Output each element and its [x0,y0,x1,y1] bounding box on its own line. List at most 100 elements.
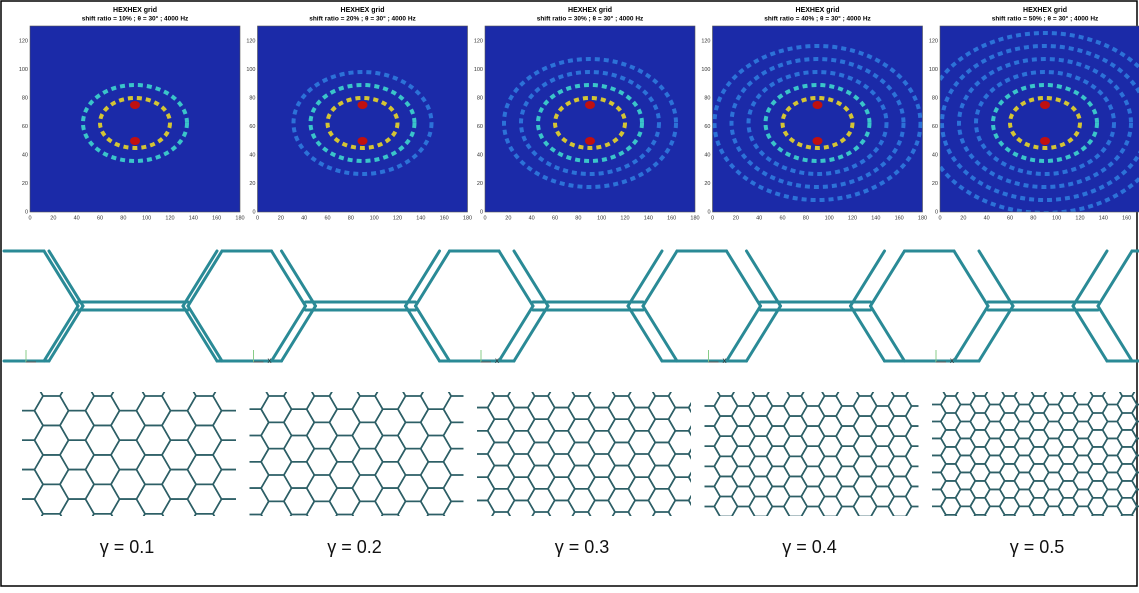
y-tick-label: 100 [701,67,710,73]
heatmap-bg [485,26,695,212]
heatmap-bg [712,26,923,212]
x-tick-label: 80 [803,215,809,221]
x-tick-label: 40 [984,215,990,221]
y-tick-label: 100 [929,67,938,73]
x-tick-label: 180 [463,215,472,221]
x-tick-label: 0 [938,215,941,221]
heatmap-bg [30,26,240,212]
wave-ring [991,83,1099,163]
y-tick-label: 80 [932,95,938,101]
heatmap [940,26,1139,212]
beam [404,249,441,308]
lattice [477,392,691,516]
y-tick-label: 120 [929,38,938,44]
beam [497,249,535,308]
hex-cell [687,425,691,437]
heatmap [485,26,695,212]
plot-frame [29,25,241,213]
y-tick-label: 20 [249,181,255,187]
hex-cell [212,468,236,500]
y-tick-label: 60 [249,124,255,130]
x-tick-label: 160 [895,215,904,221]
wave-ring [81,83,189,163]
y-tick-label: 120 [19,38,28,44]
hex-cell [904,405,919,427]
y-tick-label: 60 [704,124,710,130]
panel-subtitle: shift ratio = 50% ; θ = 30° ; 4000 Hz [992,15,1099,23]
heatmap [712,26,923,212]
gamma-label: γ = 0.5 [1010,537,1065,557]
hex-cell [1131,454,1139,474]
x-tick-label: 120 [1075,215,1084,221]
wave-ring [940,31,1139,212]
y-tick-label: 0 [25,209,28,215]
beam [849,249,886,308]
wave-ring [1008,96,1082,150]
y-tick-label: 40 [932,152,938,158]
plot-frame [257,25,468,213]
x-tick-label: 20 [505,215,511,221]
beam [497,304,535,363]
y-tick-label: 40 [249,152,255,158]
beam [280,304,317,363]
x-tick-label: 80 [120,215,126,221]
panel-title: HEXHEX grid [341,7,385,14]
axis-letter: x [723,356,727,365]
x-tick-label: 80 [575,215,581,221]
beam [725,249,762,308]
hex-cell [442,395,464,424]
wave-ring [519,70,661,176]
y-tick-label: 40 [704,152,710,158]
heatmap-bg [257,26,468,212]
y-tick-label: 120 [474,38,483,44]
lattice [22,392,236,516]
wave-ring [746,70,889,176]
beam [47,304,85,363]
x-tick-label: 100 [1052,215,1061,221]
beam [404,304,441,363]
wave-ring [536,83,644,163]
y-tick-label: 20 [704,181,710,187]
beam [745,249,782,308]
x-tick-label: 160 [1122,215,1131,221]
wave-ring [502,57,678,189]
x-tick-label: 120 [620,215,629,221]
x-tick-label: 60 [779,215,785,221]
beam [869,249,906,308]
hot-spot [812,137,823,145]
x-tick-label: 140 [871,215,880,221]
hex-cell [1131,420,1139,440]
y-tick-label: 80 [22,95,28,101]
wave-ring [940,44,1139,202]
beam [626,249,664,308]
y-tick-label: 60 [932,124,938,130]
beam [186,304,224,363]
wave-ring [308,83,417,163]
hot-spot [1040,137,1050,145]
y-tick-label: 80 [704,95,710,101]
x-tick-label: 80 [1030,215,1036,221]
x-tick-label: 140 [189,215,198,221]
x-tick-label: 100 [370,215,379,221]
beam [977,304,1015,363]
lattice [932,392,1139,516]
wave-ring [325,96,400,150]
x-tick-label: 120 [848,215,857,221]
beam [725,304,762,363]
x-tick-label: 0 [256,215,259,221]
lattice [249,392,464,516]
y-tick-label: 60 [477,124,483,130]
x-tick-label: 60 [1007,215,1013,221]
hot-spot [812,101,823,109]
beam [952,249,990,308]
gamma-label: γ = 0.4 [782,537,837,557]
wave-ring [957,57,1133,189]
hot-spot [130,137,140,145]
x-tick-label: 20 [278,215,284,221]
beam [512,304,550,363]
y-tick-label: 0 [252,209,255,215]
x-tick-label: 60 [324,215,330,221]
beam [641,304,679,363]
hot-spot [585,101,595,109]
beam [414,249,451,308]
